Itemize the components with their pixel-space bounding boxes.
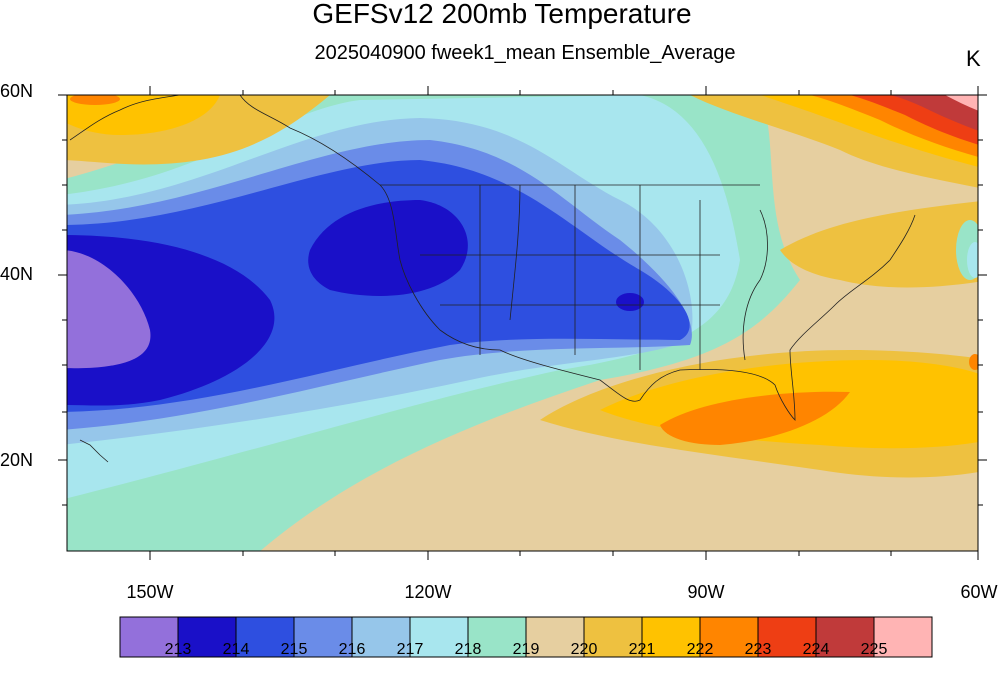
colorbar-swatch-11 bbox=[757, 616, 817, 658]
colorbar-swatch-4 bbox=[351, 616, 411, 658]
colorbar-swatch-8 bbox=[583, 616, 643, 658]
lon-label-60w: 60W bbox=[960, 582, 998, 602]
colorbar-swatch-3 bbox=[293, 616, 353, 658]
colorbar-label-219: 219 bbox=[512, 641, 540, 658]
colorbar-label-215: 215 bbox=[280, 641, 308, 658]
lat-label-60n: 60N bbox=[0, 81, 34, 101]
coastlines bbox=[69, 95, 916, 463]
map-subtitle: 2025040900 fweek1_mean Ensemble_Average bbox=[314, 42, 736, 64]
colorbar-label-220: 220 bbox=[570, 641, 598, 658]
colorbar-label-216: 216 bbox=[338, 641, 366, 658]
colorbar bbox=[119, 616, 933, 658]
map-frame bbox=[66, 94, 979, 552]
colorbar-swatch-1 bbox=[177, 616, 237, 658]
colorbar-swatch-12 bbox=[815, 616, 875, 658]
colorbar-swatch-6 bbox=[467, 616, 527, 658]
map-title: GEFSv12 200mb Temperature bbox=[312, 0, 692, 29]
colorbar-label-222: 222 bbox=[686, 641, 714, 658]
colorbar-label-218: 218 bbox=[454, 641, 482, 658]
colorbar-label-224: 224 bbox=[802, 641, 830, 658]
colorbar-swatch-13 bbox=[873, 616, 933, 658]
lat-ticks bbox=[58, 94, 987, 506]
colorbar-swatch-5 bbox=[409, 616, 469, 658]
lon-label-90w: 90W bbox=[687, 582, 725, 602]
lat-label-40n: 40N bbox=[0, 264, 34, 284]
colorbar-swatch-9 bbox=[641, 616, 701, 658]
colorbar-swatch-7 bbox=[525, 616, 585, 658]
units-label: K bbox=[966, 46, 981, 71]
colorbar-label-217: 217 bbox=[396, 641, 424, 658]
colorbar-label-213: 213 bbox=[164, 641, 192, 658]
lon-label-120w: 120W bbox=[404, 582, 452, 602]
temperature-field bbox=[67, 95, 978, 551]
colorbar-swatch-2 bbox=[235, 616, 295, 658]
colorbar-label-225: 225 bbox=[860, 641, 888, 658]
colorbar-swatch-10 bbox=[699, 616, 759, 658]
colorbar-label-221: 221 bbox=[628, 641, 656, 658]
colorbar-label-214: 214 bbox=[222, 641, 250, 658]
lon-label-150w: 150W bbox=[126, 582, 174, 602]
lat-label-20n: 20N bbox=[0, 450, 34, 470]
colorbar-label-223: 223 bbox=[744, 641, 772, 658]
lon-ticks bbox=[149, 86, 979, 560]
